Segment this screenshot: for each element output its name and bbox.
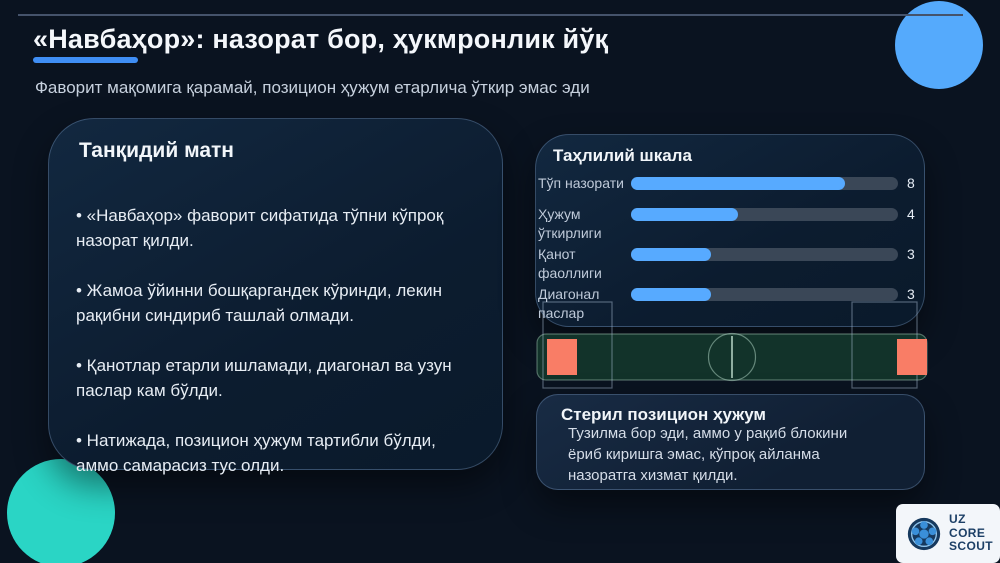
scale-row-track bbox=[631, 208, 898, 221]
left-danger-zone bbox=[547, 339, 577, 375]
scale-row-track bbox=[631, 177, 898, 190]
scale-row: Тўп назорати 8 bbox=[538, 174, 920, 193]
decorative-circle-teal bbox=[7, 459, 115, 563]
scale-row-label: Диагонал паслар bbox=[538, 286, 600, 321]
bullet-item: • Қанотлар етарли ишламади, диагонал ва … bbox=[76, 356, 452, 400]
analysis-scale-card: Таҳлилий шкала Тўп назорати 8 Ҳужум ўткирл… bbox=[535, 134, 925, 327]
note-card-body: Тузилма бор эди, аммо у рақиб блокини ёр… bbox=[568, 425, 848, 484]
scale-row-value: 3 bbox=[907, 286, 915, 302]
brand-logo: UZ CORE SCOUT bbox=[896, 504, 1000, 563]
scale-row-track bbox=[631, 248, 898, 261]
header-rule bbox=[18, 14, 963, 16]
brand-logo-text: UZ CORE SCOUT bbox=[949, 513, 993, 554]
title-underline bbox=[33, 57, 138, 63]
brand-logo-line: CORE bbox=[949, 525, 986, 540]
scale-row-label: Тўп назорати bbox=[538, 175, 624, 191]
bullet-item: • Натижада, позицион ҳужум тартибли бўлд… bbox=[76, 431, 436, 475]
scale-row-fill bbox=[631, 177, 845, 190]
bullet-item: • «Навбаҳор» фаворит сифатида тўпни кўпр… bbox=[76, 206, 444, 250]
football-icon bbox=[907, 517, 941, 550]
pitch-diagram bbox=[536, 301, 928, 389]
scale-row-value: 3 bbox=[907, 246, 915, 262]
scale-row-label: Ҳужум ўткирлиги bbox=[538, 206, 602, 241]
critique-card-title: Танқидий матн bbox=[79, 139, 234, 162]
scale-row: Ҳужум ўткирлиги 4 bbox=[538, 205, 920, 243]
critique-card: Танқидий матн • «Навбаҳор» фаворит сифат… bbox=[48, 118, 503, 475]
brand-logo-line: UZ bbox=[949, 512, 966, 527]
pitch-left-zone-rect bbox=[542, 301, 613, 389]
note-card-title: Стерил позицион ҳужум bbox=[561, 405, 766, 424]
page-subtitle: Фаворит мақомига қарамай, позицион ҳужум… bbox=[35, 78, 590, 97]
analysis-scale-title: Таҳлилий шкала bbox=[553, 146, 692, 165]
critique-bullets: • «Навбаҳор» фаворит сифатида тўпни кўпр… bbox=[76, 203, 456, 503]
brand-logo-line: SCOUT bbox=[949, 539, 993, 554]
scale-row: Диагонал паслар 3 bbox=[538, 285, 920, 323]
note-card: Стерил позицион ҳужум Тузилма бор эди, а… bbox=[536, 394, 925, 490]
scale-rows: Тўп назорати 8 Ҳужум ўткирлиги 4 Қанот фаолл… bbox=[538, 174, 920, 325]
scale-row-fill bbox=[631, 288, 712, 301]
scale-row-track bbox=[631, 288, 898, 301]
scale-row-value: 8 bbox=[907, 175, 915, 191]
center-circle bbox=[707, 332, 757, 382]
scale-row-label: Қанот фаоллиги bbox=[538, 246, 602, 281]
right-danger-zone bbox=[897, 339, 927, 375]
page-title: «Навбаҳор»: назорат бор, ҳукмронлик йўқ bbox=[33, 24, 609, 54]
scale-row-value: 4 bbox=[907, 206, 915, 222]
scale-row: Қанот фаоллиги 3 bbox=[538, 245, 920, 283]
bullet-item: • Жамоа ўйинни бошқаргандек кўринди, лек… bbox=[76, 281, 443, 325]
scale-row-fill bbox=[631, 248, 712, 261]
scale-row-fill bbox=[631, 208, 738, 221]
